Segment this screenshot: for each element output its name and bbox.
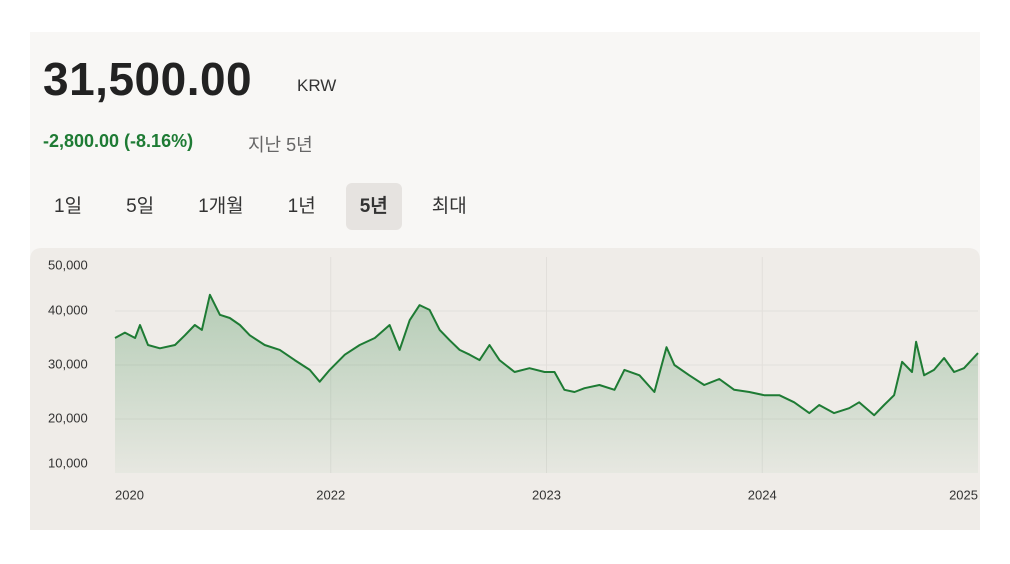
range-tab[interactable]: 최대	[431, 196, 467, 217]
period: 지난 5년	[248, 135, 313, 155]
x-tick-label: 2023	[532, 487, 561, 502]
x-tick-label: 2025	[949, 487, 978, 502]
price: 31,500.00	[43, 53, 253, 105]
y-tick-label: 30,000	[48, 356, 88, 371]
y-tick-label: 20,000	[48, 410, 88, 425]
x-tick-label: 2024	[748, 487, 777, 502]
range-tab[interactable]: 1년	[287, 196, 316, 217]
price-area	[115, 294, 978, 473]
price-change: -2,800.00 (-8.16%)	[43, 131, 194, 151]
x-tick-label: 2022	[316, 487, 345, 502]
price-line	[114, 293, 979, 417]
range-tab[interactable]: 1일	[54, 196, 83, 217]
x-tick-label: 2020	[115, 487, 144, 502]
currency: KRW	[297, 76, 337, 95]
range-tab[interactable]: 5년	[345, 183, 402, 230]
y-tick-label: 50,000	[48, 257, 88, 272]
y-tick-label: 40,000	[48, 302, 88, 317]
y-tick-label: 10,000	[48, 455, 88, 470]
range-tabs: 1일 5일 1개월 1년 5년 최대	[40, 183, 497, 230]
range-tab[interactable]: 5일	[126, 196, 155, 217]
range-tab[interactable]: 1개월	[198, 196, 244, 217]
